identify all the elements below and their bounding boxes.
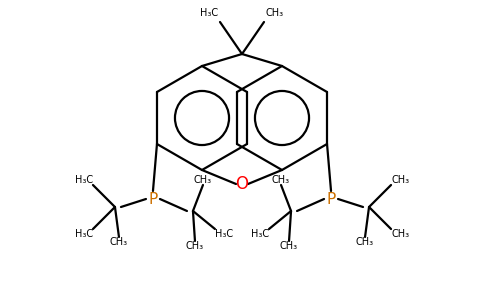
Text: CH₃: CH₃ xyxy=(194,175,212,185)
Text: O: O xyxy=(236,175,248,193)
Text: CH₃: CH₃ xyxy=(391,175,409,185)
Text: CH₃: CH₃ xyxy=(280,241,298,251)
Text: H₃C: H₃C xyxy=(75,229,93,239)
Text: CH₃: CH₃ xyxy=(391,229,409,239)
Text: H₃C: H₃C xyxy=(75,175,93,185)
Text: H₃C: H₃C xyxy=(215,229,233,239)
Text: H₃C: H₃C xyxy=(200,8,218,18)
Text: P: P xyxy=(326,191,336,206)
Text: CH₃: CH₃ xyxy=(272,175,290,185)
Text: CH₃: CH₃ xyxy=(356,237,374,247)
Text: H₃C: H₃C xyxy=(251,229,269,239)
Text: CH₃: CH₃ xyxy=(110,237,128,247)
Text: CH₃: CH₃ xyxy=(186,241,204,251)
Text: CH₃: CH₃ xyxy=(266,8,284,18)
Text: P: P xyxy=(148,191,158,206)
